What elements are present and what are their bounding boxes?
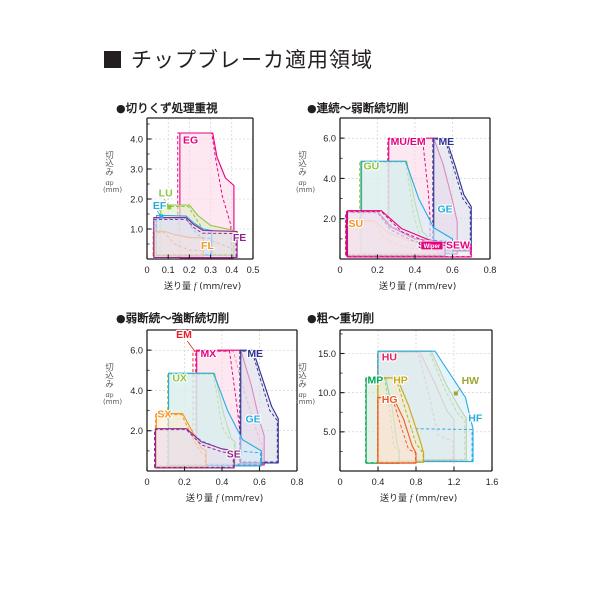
x-tick-label: 0 [337, 265, 342, 275]
chart-rough-heavy-x-axis-label: 送り量 f (mm/rev) [380, 493, 458, 504]
chart-continuous-x-axis-label: 送り量 f (mm/rev) [379, 281, 457, 292]
y-tick-label: 4.0 [323, 174, 336, 184]
series-label-ME: ME [247, 348, 263, 360]
x-tick-label: 1.2 [448, 477, 461, 487]
series-label-GE: GE [245, 414, 260, 426]
chart-continuous-plot: 2.04.06.000.20.40.60.8MU/EMMEGUGESUSESEW… [323, 117, 497, 275]
series-label-ME: ME [438, 136, 454, 148]
x-tick-label: 0 [337, 477, 342, 487]
x-tick-label: 0 [144, 265, 149, 275]
series-label-MP: MP [368, 374, 384, 386]
series-FE [153, 217, 238, 259]
panel-title-text: 弱断続～強断続切削 [125, 311, 230, 325]
series-ME [239, 349, 279, 464]
x-tick-label: 0.1 [162, 265, 175, 275]
series-label-SE: SE [227, 449, 241, 461]
wiper-badge-text: Wiper [424, 244, 441, 250]
x-tick-label: 0.4 [409, 265, 422, 275]
x-tick-label: 0.8 [291, 477, 304, 487]
series-label-MX: MX [200, 348, 216, 360]
y-tick-label: 2.0 [323, 214, 336, 224]
series-label-GU: GU [363, 160, 379, 172]
series-SE [154, 428, 235, 469]
series-label-HP: HP [393, 374, 408, 386]
y-tick-label: 4.0 [130, 386, 143, 396]
chart-continuous-title: ●連続～弱断続切削 [307, 100, 409, 116]
x-tick-label: 0.2 [178, 477, 191, 487]
series-label-EM: EM [176, 329, 192, 341]
x-tick-label: 1.6 [486, 477, 499, 487]
series-label-SU: SU [348, 218, 363, 230]
x-tick-label: 0.4 [225, 265, 238, 275]
series-label-EF: EF [153, 200, 167, 212]
y-tick-label: 6.0 [130, 346, 143, 356]
x-tick-label: 0.2 [371, 265, 384, 275]
series-label-HF: HF [468, 413, 483, 425]
chart-interrupted-y-axis-label: 切込み ap (mm) [103, 362, 123, 407]
x-tick-label: 0.5 [247, 265, 260, 275]
series-label-SEW: SEW [446, 240, 470, 252]
panel-title-text: 切りくず処理重視 [125, 101, 218, 115]
chart-interrupted-title: ●弱断続～強断続切削 [116, 310, 229, 326]
panel-title-text: 粗～重切削 [316, 311, 375, 325]
y-tick-label: 2.0 [130, 194, 143, 204]
x-tick-label: 0.4 [372, 477, 385, 487]
wiper-badge [420, 240, 444, 251]
x-tick-label: 0.8 [484, 265, 497, 275]
chart-chip-control-x-axis-label: 送り量 f (mm/rev) [164, 281, 242, 292]
series-label-FE: FE [233, 232, 246, 244]
y-tick-label: 5.0 [323, 427, 336, 437]
bullet-icon: ● [116, 102, 126, 115]
y-tick-label: 1.0 [130, 224, 143, 234]
series-label-EG: EG [183, 135, 198, 147]
y-tick-label: 2.0 [130, 426, 143, 436]
square-bullet-icon [104, 50, 121, 68]
chart-rough-heavy-title: ●粗～重切削 [307, 310, 374, 326]
series-HG [377, 396, 417, 464]
bullet-icon: ● [307, 312, 317, 325]
chart-continuous-y-axis-label: 切込み ap (mm) [296, 150, 316, 195]
x-tick-label: 0.2 [183, 265, 196, 275]
series-label-SX: SX [157, 409, 171, 421]
page-title: チップブレーカ適用領域 [104, 44, 373, 74]
chart-rough-heavy-plot: 5.0 10.0 15.0 0 0.4 0.8 1.2 1.6 HU HW HF MP HP HG [318, 329, 499, 487]
series-label-HU: HU [382, 352, 397, 364]
x-tick-label: 0.6 [446, 265, 459, 275]
y-tick-label: 4.0 [130, 134, 143, 144]
x-tick-label: 0.3 [204, 265, 217, 275]
series-label-FL: FL [201, 240, 214, 252]
y-tick-label: 3.0 [130, 164, 143, 174]
panel-title-text: 連続～弱断続切削 [316, 101, 409, 115]
chart-chip-control-title: ●切りくず処理重視 [116, 100, 218, 116]
x-tick-label: 0.8 [410, 477, 423, 487]
series-ME [432, 137, 472, 252]
series-label-HW: HW [462, 375, 480, 387]
y-tick-label: 10.0 [318, 388, 336, 398]
chart-chip-control-y-axis-label: 切込み ap (mm) [103, 150, 123, 195]
x-tick-label: 0 [144, 477, 149, 487]
series-label-GE: GE [438, 204, 453, 216]
x-tick-label: 0.6 [253, 477, 266, 487]
y-tick-label: 6.0 [323, 134, 336, 144]
chart-interrupted-x-axis-label: 送り量 f (mm/rev) [186, 493, 264, 504]
chart-interrupted-plot: 2.0 4.0 6.0 0 0.2 0.4 0.6 0.8 EM MX ME UX GE SX SE [130, 328, 304, 487]
chart-rough-heavy-y-axis-label: 切込み ap (mm) [296, 362, 316, 407]
series-label-HG: HG [382, 394, 398, 406]
series-label-UX: UX [172, 372, 187, 384]
page-title-text: チップブレーカ適用領域 [131, 48, 373, 72]
bullet-icon: ● [307, 102, 317, 115]
series-label-MU-EM: MU/EM [391, 136, 426, 148]
series-label-LU: LU [159, 188, 173, 200]
bullet-icon: ● [116, 312, 126, 325]
y-tick-label: 15.0 [318, 349, 336, 359]
x-tick-label: 0.4 [216, 477, 229, 487]
